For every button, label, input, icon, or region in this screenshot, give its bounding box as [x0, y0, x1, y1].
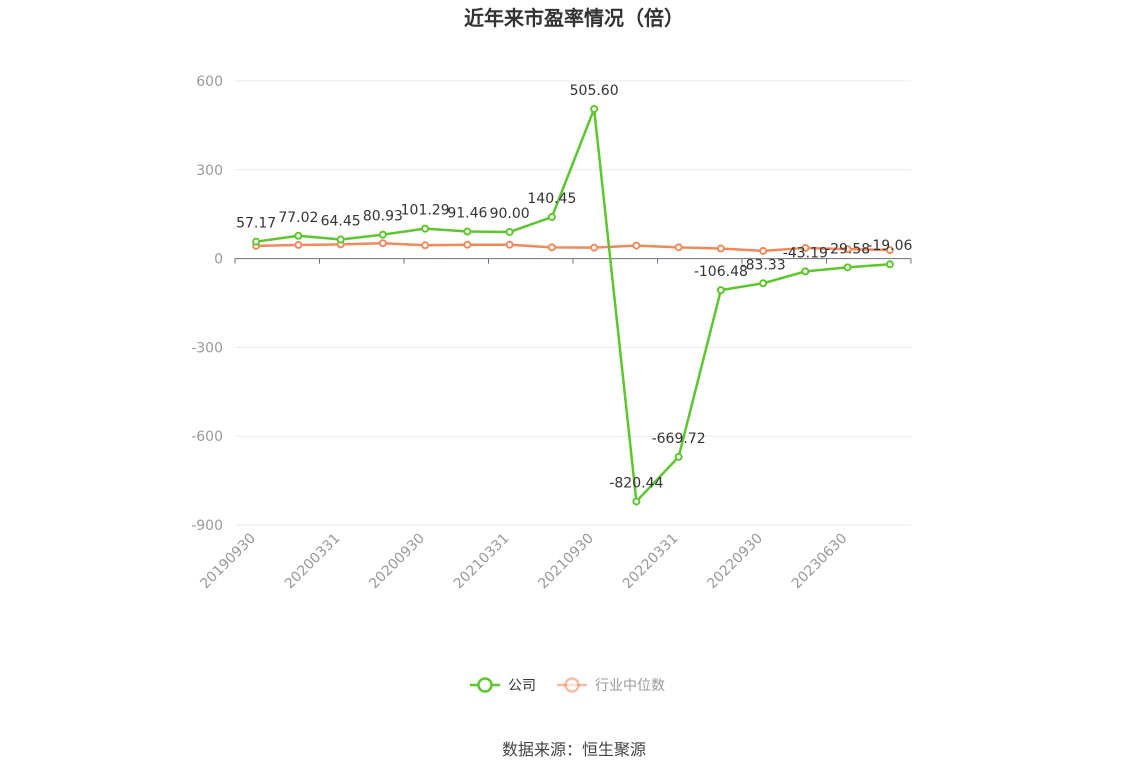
series-line-0 [255, 107, 890, 503]
series-0-point[interactable] [885, 260, 894, 269]
data-label: -106.48 [694, 264, 748, 280]
series-0-point[interactable] [463, 227, 472, 236]
series-1-point[interactable] [590, 243, 599, 252]
series-0-point[interactable] [547, 213, 556, 222]
series-1-point[interactable] [632, 241, 641, 250]
series-0-point[interactable] [716, 286, 725, 295]
x-tick-label: 20200331 [282, 531, 344, 593]
x-tick-label: 20210930 [535, 531, 597, 593]
data-label: 57.17 [236, 216, 276, 232]
x-tick-label: 20220930 [704, 531, 766, 593]
series-1-point[interactable] [294, 240, 303, 249]
series-0-point[interactable] [336, 235, 345, 244]
series-1-point[interactable] [674, 243, 683, 252]
y-tick-label: 300 [196, 163, 223, 179]
x-tick-label: 20190930 [197, 531, 259, 593]
x-tick-label: 20200930 [366, 531, 428, 593]
series-1-point[interactable] [463, 240, 472, 249]
chart-title: 近年来市盈率情况（倍） [464, 6, 684, 30]
series-1-point[interactable] [801, 243, 810, 252]
data-label: -19.06 [867, 238, 912, 254]
series-0-point[interactable] [590, 104, 599, 113]
series-group [252, 104, 894, 506]
legend-label-0[interactable]: 公司 [508, 678, 536, 694]
legend[interactable]: 公司 行业中位数 [470, 677, 665, 694]
y-tick-label: 600 [196, 74, 223, 90]
series-1-point[interactable] [421, 241, 430, 250]
source-note: 数据来源：恒生聚源 [502, 740, 646, 759]
series-0-point[interactable] [801, 267, 810, 276]
y-tick-label: 0 [214, 252, 223, 268]
data-label: 505.60 [570, 83, 619, 99]
series-0-point[interactable] [378, 230, 387, 239]
series-1-point[interactable] [843, 245, 852, 254]
data-label: -83.33 [741, 257, 786, 273]
legend-marker-0[interactable] [477, 677, 493, 693]
legend-marker-1[interactable] [564, 677, 580, 693]
series-0-point[interactable] [759, 279, 768, 288]
y-axis-ticks: 600 300 0 -300 -600 -900 [191, 74, 223, 534]
series-1-point[interactable] [759, 246, 768, 255]
data-label: -669.72 [652, 431, 706, 447]
x-tick-label: 20220331 [620, 531, 682, 593]
series-0-point[interactable] [294, 231, 303, 240]
grid-lines [235, 80, 911, 526]
data-label: -820.44 [609, 475, 663, 491]
data-label: 91.46 [447, 206, 487, 222]
x-tick-label: 20230630 [789, 531, 851, 593]
series-0-point[interactable] [632, 497, 641, 506]
data-label: 64.45 [321, 214, 361, 230]
series-0-point[interactable] [421, 224, 430, 233]
legend-label-1[interactable]: 行业中位数 [595, 678, 665, 694]
y-tick-label: -900 [191, 518, 223, 534]
data-label: 80.93 [363, 209, 403, 225]
series-0-point[interactable] [505, 227, 514, 236]
x-tick-label: 20210331 [451, 531, 513, 593]
series-0-point[interactable] [252, 237, 261, 246]
series-0-point[interactable] [843, 263, 852, 272]
y-tick-label: -300 [191, 340, 223, 356]
data-label: 77.02 [278, 210, 318, 226]
data-label: 90.00 [490, 206, 530, 222]
series-1-point[interactable] [716, 244, 725, 253]
series-1-point[interactable] [547, 243, 556, 252]
data-label: 140.45 [527, 191, 576, 207]
series-1-point[interactable] [378, 239, 387, 248]
series-1-point[interactable] [505, 240, 514, 249]
data-label: 101.29 [401, 203, 450, 219]
y-tick-label: -600 [191, 429, 223, 445]
series-1-point[interactable] [885, 246, 894, 255]
series-0-point[interactable] [674, 452, 683, 461]
x-axis: 20190930 20200331 20200930 20210331 20210930… [197, 258, 912, 593]
data-label: -29.58 [825, 241, 870, 257]
series-line-1 [256, 241, 890, 253]
data-label: -43.19 [783, 245, 828, 261]
